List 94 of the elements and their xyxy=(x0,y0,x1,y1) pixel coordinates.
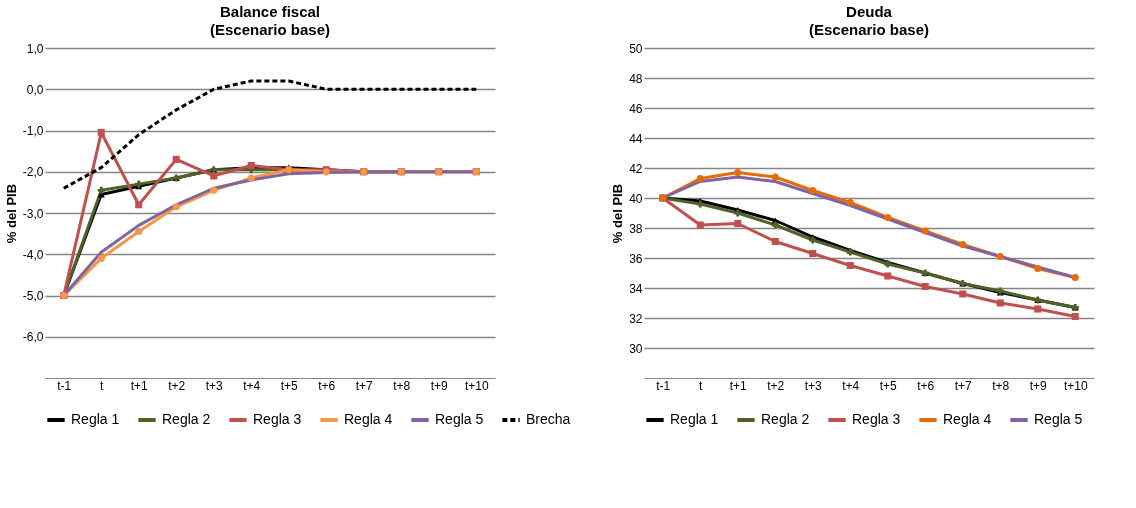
point xyxy=(959,290,967,298)
y-tick-label: 48 xyxy=(629,71,643,86)
point xyxy=(1034,305,1042,313)
point xyxy=(696,174,704,183)
chart-subtitle: (Escenario base) xyxy=(209,21,331,38)
y-tick-label: 42 xyxy=(629,161,643,176)
y-tick-label: 38 xyxy=(629,221,643,236)
y-tick-label: 36 xyxy=(629,251,643,266)
x-tick-label: t+8 xyxy=(393,378,411,393)
y-tick-label: 30 xyxy=(629,341,643,356)
point xyxy=(97,254,105,262)
point xyxy=(809,186,817,195)
x-tick-label: t+7 xyxy=(355,378,374,393)
point xyxy=(210,172,218,180)
y-tick-label: 34 xyxy=(629,281,643,296)
x-tick-label: t xyxy=(100,378,105,393)
y-tick-label: 0,0 xyxy=(26,82,44,97)
point xyxy=(846,261,854,270)
x-tick-label: t+10 xyxy=(1063,378,1088,393)
y-tick-label: 40 xyxy=(629,191,643,206)
x-tick-label: t+2 xyxy=(767,378,785,393)
legend-label: Regla 5 xyxy=(1034,411,1083,427)
x-tick-label: t+9 xyxy=(430,378,449,393)
x-tick-label: t xyxy=(699,378,704,393)
x-tick-label: t+6 xyxy=(917,378,935,393)
x-tick-label: t+7 xyxy=(954,378,973,393)
point xyxy=(135,201,143,209)
x-tick-label: t+2 xyxy=(168,378,186,393)
x-tick-label: t+5 xyxy=(280,378,299,393)
point xyxy=(1071,312,1079,321)
point xyxy=(771,173,779,181)
point xyxy=(921,227,929,235)
legend-label: Regla 2 xyxy=(761,411,810,427)
point xyxy=(771,237,779,246)
x-tick-label: t+1 xyxy=(729,378,748,393)
legend-label: Regla 4 xyxy=(943,411,992,427)
legend-label: Regla 1 xyxy=(71,411,120,427)
y-tick-label: -3,0 xyxy=(22,206,44,221)
x-tick-label: t+4 xyxy=(243,378,261,393)
point xyxy=(771,221,779,229)
point xyxy=(97,129,105,137)
point xyxy=(172,203,180,211)
chart-title: Balance fiscal xyxy=(219,3,321,20)
y-tick-label: -1,0 xyxy=(22,124,44,138)
point xyxy=(996,252,1004,261)
point xyxy=(247,174,255,182)
y-tick-label: 32 xyxy=(629,311,643,326)
y-tick-label: -4,0 xyxy=(22,247,44,262)
x-tick-label: t+3 xyxy=(205,378,224,393)
legend-label: Regla 4 xyxy=(344,411,393,427)
x-tick-label: t+1 xyxy=(130,378,149,393)
point xyxy=(696,221,704,229)
x-tick-label: t+10 xyxy=(464,378,489,393)
legend-label: Regla 2 xyxy=(162,411,211,427)
y-tick-label: 44 xyxy=(629,131,643,146)
point xyxy=(884,272,892,280)
x-tick-label: t+3 xyxy=(804,378,823,393)
line-series xyxy=(62,79,478,190)
x-tick-label: t+6 xyxy=(318,378,336,393)
point xyxy=(1034,264,1042,273)
x-tick-label: t-1 xyxy=(656,378,671,393)
chart-subtitle: (Escenario base) xyxy=(808,21,930,38)
x-tick-label: t+4 xyxy=(842,378,860,393)
x-tick-label: t+8 xyxy=(992,378,1010,393)
point xyxy=(734,168,742,177)
y-tick-label: -2,0 xyxy=(22,165,44,180)
x-tick-label: t-1 xyxy=(57,378,72,393)
x-tick-label: t+9 xyxy=(1029,378,1048,393)
point xyxy=(846,198,854,207)
y-axis-title: % del PIB xyxy=(610,183,626,244)
point xyxy=(1071,273,1079,282)
legend-label: Brecha xyxy=(526,411,571,427)
legend-label: Regla 1 xyxy=(670,411,719,427)
y-tick-label: 1,0 xyxy=(26,41,44,56)
point xyxy=(210,186,218,194)
point xyxy=(734,219,742,228)
point xyxy=(921,282,929,291)
legend-label: Regla 5 xyxy=(435,411,484,427)
y-tick-label: -6,0 xyxy=(22,330,44,345)
point xyxy=(97,186,105,194)
point xyxy=(135,228,143,236)
point xyxy=(809,249,817,258)
chart-title: Deuda xyxy=(846,3,893,20)
y-tick-label: 50 xyxy=(629,41,643,56)
y-axis-title: % del PIB xyxy=(3,183,19,244)
point xyxy=(884,213,892,222)
point xyxy=(172,155,180,163)
y-tick-label: -5,0 xyxy=(22,289,44,303)
y-tick-label: 46 xyxy=(629,101,643,116)
point xyxy=(996,299,1004,307)
legend-label: Regla 3 xyxy=(253,411,302,427)
x-tick-label: t+5 xyxy=(879,378,898,393)
point xyxy=(959,240,967,249)
legend-label: Regla 3 xyxy=(852,411,901,427)
